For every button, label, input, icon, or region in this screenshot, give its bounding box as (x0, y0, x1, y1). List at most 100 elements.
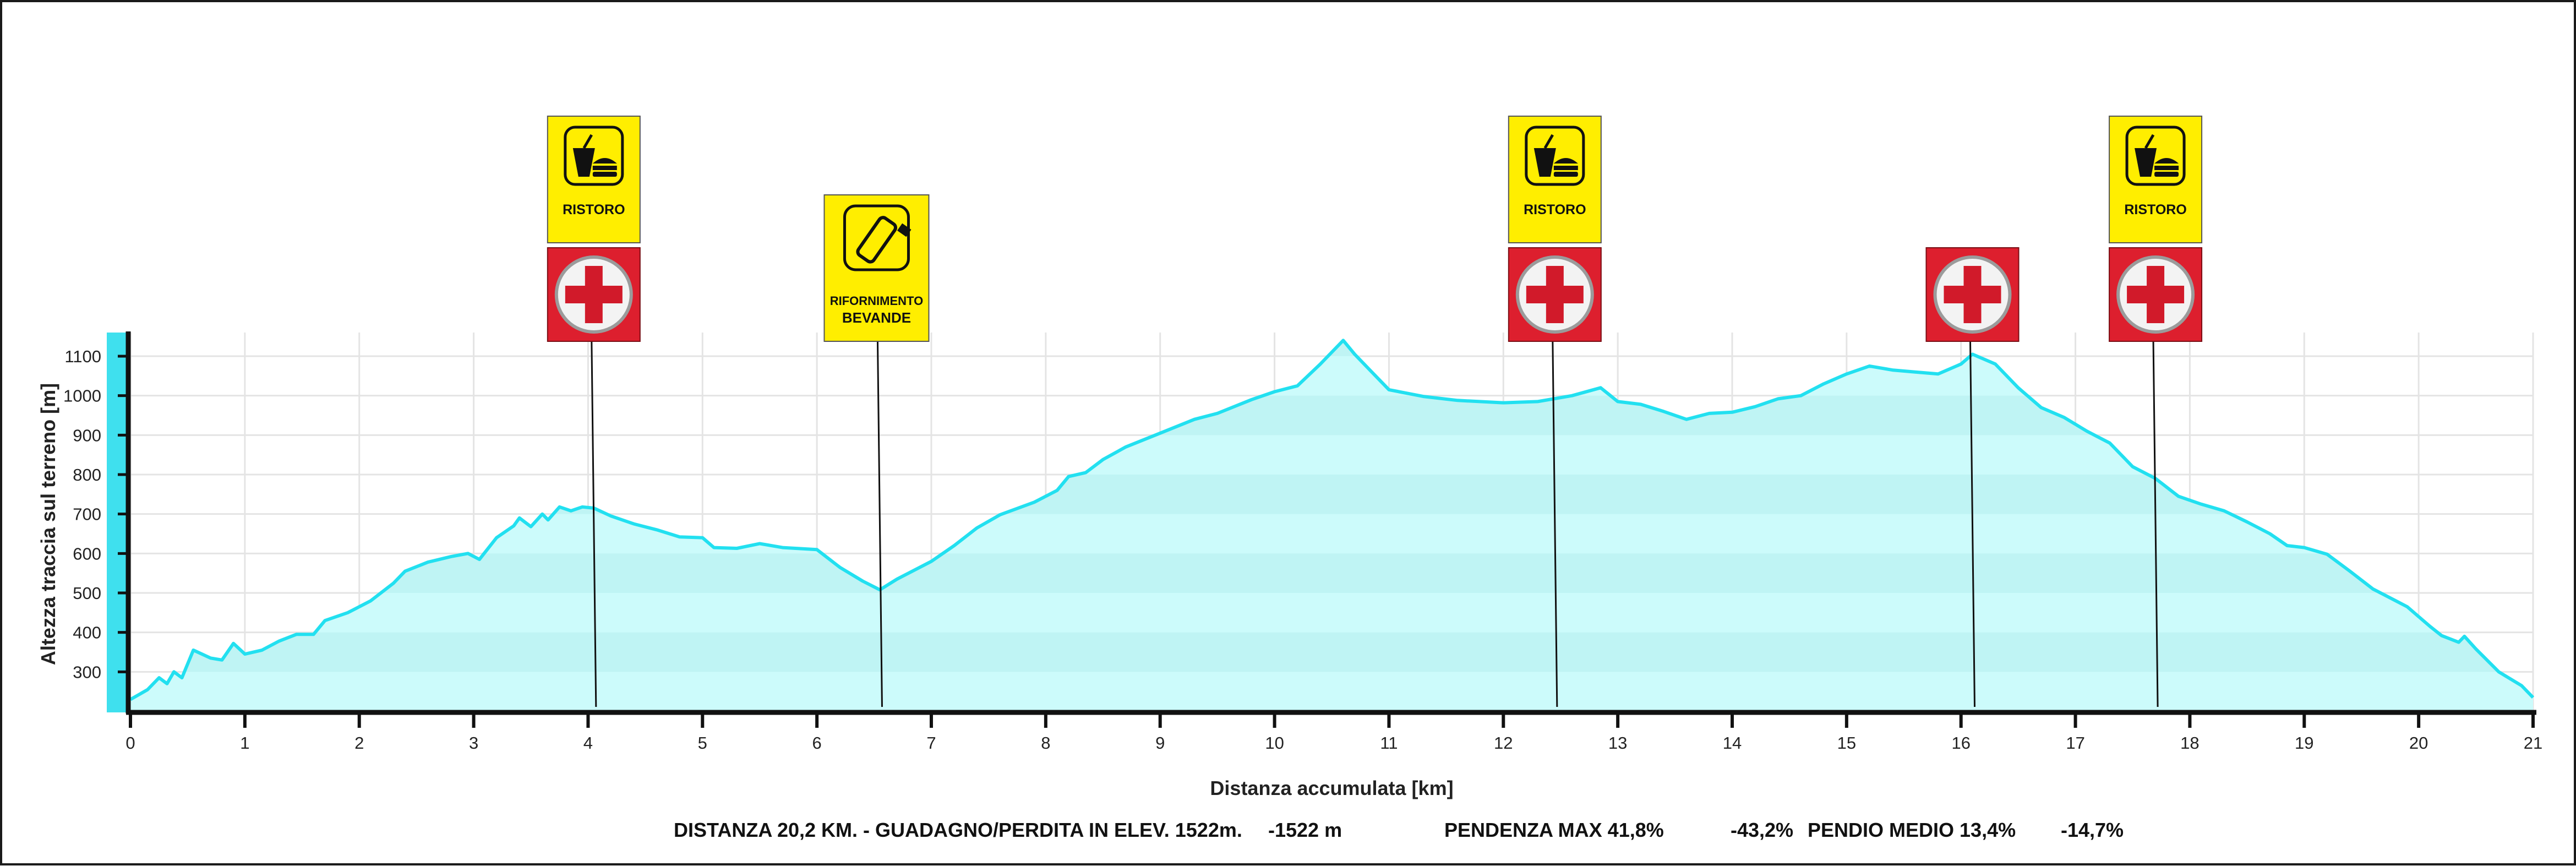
ristoro-label: RISTORO (563, 202, 625, 217)
y-tick-label: 700 (73, 505, 101, 524)
icon-frame (1525, 126, 1585, 186)
x-tick-label: 2 (354, 733, 364, 753)
x-tick-label: 15 (1837, 733, 1856, 753)
x-axis-label: Distanza accumulata [km] (1210, 777, 1453, 799)
x-tick-label: 14 (1723, 733, 1742, 753)
elevation-band (130, 395, 2533, 435)
x-tick-label: 20 (2409, 733, 2428, 753)
straw-shape (582, 134, 593, 149)
straw-shape (1543, 134, 1554, 149)
straw-shape (2144, 134, 2155, 149)
elevation-band (130, 632, 2533, 672)
y-tick-label: 1000 (63, 386, 101, 406)
food-drink-icon (2125, 126, 2186, 186)
patty-shape (1553, 166, 1578, 170)
stat-text: PENDIO MEDIO 13,4% (1808, 819, 2016, 841)
first-aid-sign (547, 247, 641, 342)
stat-text: -14,7% (2061, 819, 2124, 841)
ristoro-sign-bg (547, 116, 641, 243)
marker-line (591, 341, 597, 707)
stat-text: -1522 m (1268, 819, 1342, 841)
x-tick-label: 5 (698, 733, 707, 753)
first-aid-cross-icon (1515, 255, 1594, 334)
x-tick-label: 17 (2066, 733, 2084, 753)
first-aid-cross-icon (1933, 255, 2012, 334)
bevande-label-1: RIFORNIMENTO (830, 294, 923, 308)
food-drink-icon (1525, 126, 1585, 186)
y-axis-label: Altezza traccia sul terreno [m] (37, 383, 59, 665)
bun-top-shape (1553, 158, 1578, 164)
stat-text: -43,2% (1731, 819, 1793, 841)
x-tick-label: 11 (1380, 733, 1398, 753)
ristoro-sign-bg (2109, 116, 2203, 243)
ristoro-sign: RISTORO (2109, 116, 2203, 243)
x-tick-label: 13 (1608, 733, 1627, 753)
marker-line (2152, 341, 2159, 707)
x-tick-label: 12 (1494, 733, 1513, 753)
elevation-band (130, 475, 2533, 514)
y-tick-label: 300 (73, 662, 101, 682)
x-tick-label: 8 (1041, 733, 1050, 753)
stats-line: DISTANZA 20,2 KM. - GUADAGNO/PERDITA IN … (674, 819, 2124, 841)
bun-bottom-shape (592, 172, 617, 177)
patty-shape (592, 166, 617, 170)
y-tick-label: 1100 (64, 347, 101, 366)
bevande-label-2: BEVANDE (842, 309, 911, 326)
bun-bottom-shape (2154, 172, 2179, 177)
first-aid-cross-icon (2116, 255, 2195, 334)
marker-line (1969, 341, 1975, 707)
water-bottle-icon (843, 204, 912, 271)
y-tick-label: 400 (73, 623, 101, 642)
bottle-shape (856, 216, 898, 264)
marker-line (1552, 341, 1558, 707)
first-aid-cross-icon (554, 255, 633, 334)
cross-horizontal (2127, 286, 2185, 303)
y-tick-label: 800 (73, 465, 101, 484)
y-tick-label: 900 (73, 426, 101, 445)
ristoro-sign: RISTORO (1508, 116, 1602, 243)
marker-lines (591, 341, 2159, 707)
y-axis-strip (107, 333, 127, 712)
bun-top-shape (592, 158, 617, 164)
x-tick-label: 10 (1265, 733, 1284, 753)
first-aid-sign (2109, 247, 2203, 342)
axes (107, 331, 2536, 728)
y-tick-label: 600 (73, 544, 101, 563)
icon-frame (2125, 126, 2186, 186)
x-tick-label: 21 (2524, 733, 2542, 753)
cup-shape (572, 148, 595, 177)
x-tick-label: 19 (2295, 733, 2313, 753)
food-drink-icon (564, 126, 624, 186)
stat-text: PENDENZA MAX 41,8% (1444, 819, 1664, 841)
elevation-line (129, 339, 2535, 701)
x-tick-label: 7 (926, 733, 936, 753)
first-aid-sign (1925, 247, 2020, 342)
cup-shape (1533, 148, 1556, 177)
bottle-cap-shape (897, 223, 912, 237)
cross-horizontal (1526, 286, 1584, 303)
cross-horizontal (565, 286, 623, 303)
ristoro-sign: RISTORO (547, 116, 641, 243)
x-tick-label: 0 (125, 733, 135, 753)
x-tick-label: 16 (1951, 733, 1970, 753)
stat-text: DISTANZA 20,2 KM. - GUADAGNO/PERDITA IN … (674, 819, 1242, 841)
bun-top-shape (2154, 158, 2179, 164)
elevation-band (130, 553, 2533, 593)
bun-bottom-shape (1553, 172, 1578, 177)
x-tick-label: 9 (1155, 733, 1165, 753)
icon-frame (564, 126, 624, 186)
x-tick-label: 1 (240, 733, 249, 753)
bevande-sign-bg (823, 194, 930, 342)
x-tick-label: 6 (812, 733, 822, 753)
cross-horizontal (1944, 286, 2001, 303)
y-tick-labels: 300 400 500 600 700 800 900 1000 1100 (63, 347, 101, 682)
first-aid-sign (1508, 247, 1602, 342)
y-tick-label: 500 (73, 584, 101, 603)
ristoro-label: RISTORO (2124, 202, 2186, 217)
x-tick-labels: 0 1 2 3 4 5 6 7 8 9 10 11 12 13 14 15 16 17 18 19 20 21 (125, 733, 2542, 753)
icon-frame (843, 204, 910, 271)
